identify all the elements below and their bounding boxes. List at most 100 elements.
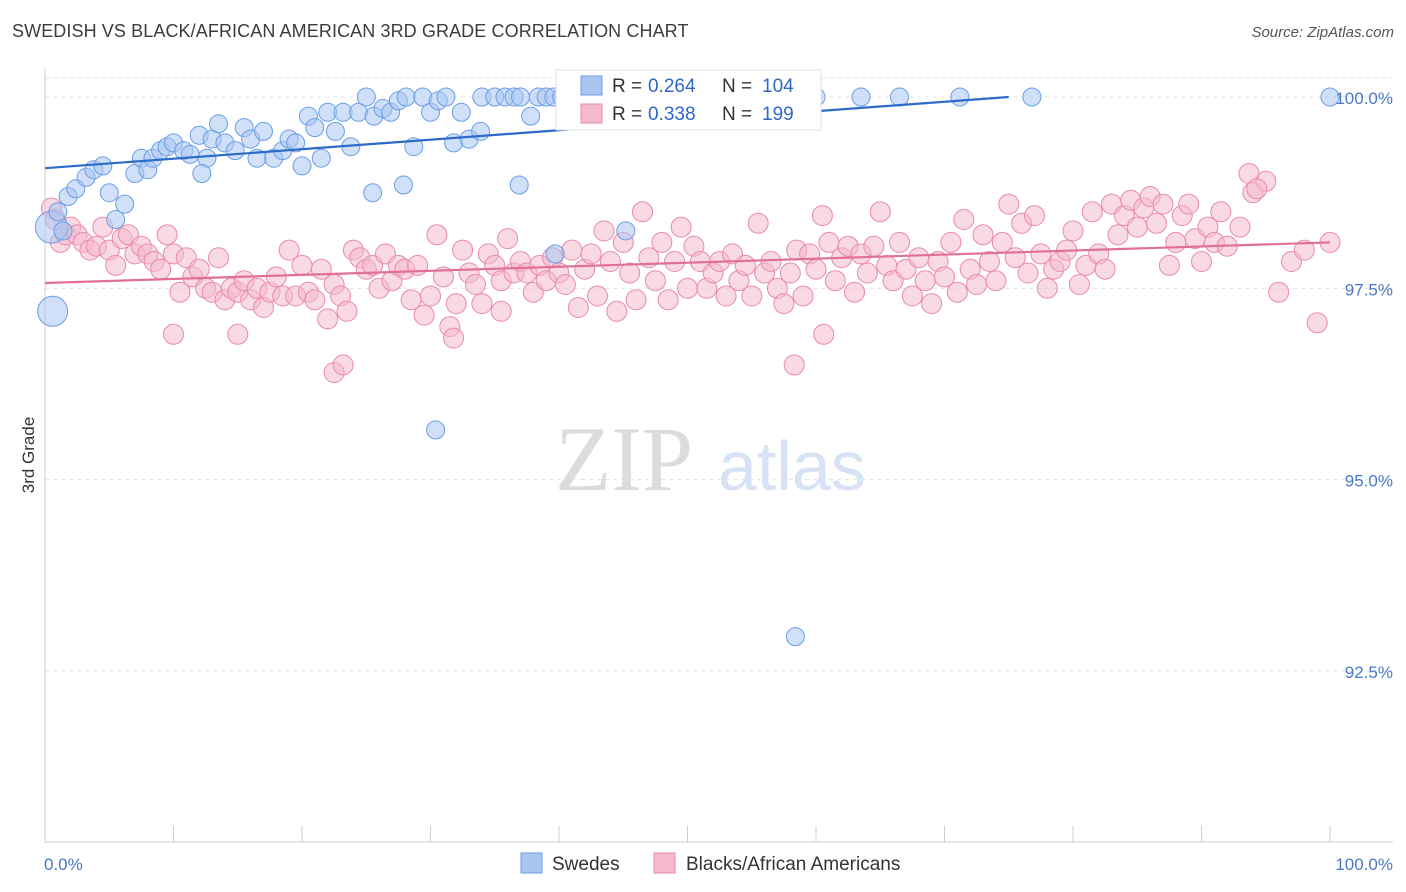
swedes-point: [1320, 87, 1340, 107]
blacks-point: [1146, 212, 1167, 234]
blacks-point: [921, 293, 943, 315]
bottom-legend-swatch-blacks: [653, 852, 676, 874]
blacks-points: [40, 163, 1341, 383]
blacks-point: [805, 258, 827, 280]
swedes-point: [545, 244, 565, 264]
blacks-point: [1165, 231, 1187, 253]
blacks-point: [889, 231, 910, 253]
x-ticks: [44, 826, 1331, 842]
stats-legend: R = 0.264 N = 104 R = 0.338 N = 199: [555, 69, 822, 131]
blacks-point: [1246, 178, 1268, 200]
blacks-point: [783, 354, 805, 376]
blacks-point: [856, 262, 878, 284]
blacks-point: [747, 212, 769, 234]
swedes-point: [521, 106, 541, 126]
blacks-point: [844, 281, 865, 303]
swedes-point: [93, 156, 113, 176]
blacks-point: [1178, 193, 1200, 215]
blacks-point: [291, 254, 313, 276]
blacks-point: [644, 270, 666, 292]
blacks-point: [998, 193, 1020, 215]
swedes-point: [785, 627, 805, 647]
blacks-point: [317, 308, 339, 330]
blacks-point: [443, 327, 465, 349]
swedes-point: [106, 210, 126, 229]
blacks-point: [1210, 201, 1232, 223]
swedes-point: [1022, 87, 1042, 107]
swedes-point: [436, 87, 456, 107]
blacks-point: [811, 205, 833, 227]
blacks-point: [908, 247, 930, 269]
blacks-point: [1126, 216, 1148, 238]
swedes-point: [356, 87, 376, 107]
blacks-point: [1152, 193, 1174, 215]
blacks-point: [741, 285, 763, 307]
blacks-point: [940, 231, 962, 253]
blacks-point: [452, 239, 474, 261]
blacks-point: [567, 297, 589, 318]
blacks-point: [413, 304, 435, 326]
blacks-point: [966, 274, 988, 295]
blacks-point: [445, 293, 467, 315]
blacks-point: [580, 243, 602, 265]
swedes-point: [950, 87, 970, 107]
swedes-point: [99, 183, 119, 203]
blacks-point: [490, 300, 512, 322]
swedes-point: [363, 183, 383, 203]
swedes-point: [254, 121, 273, 141]
axes: [44, 68, 1393, 843]
blacks-point: [497, 228, 519, 250]
swedes-point: [509, 175, 529, 195]
swedes-point: [394, 175, 413, 195]
blacks-point: [1158, 254, 1180, 276]
blacks-point: [420, 285, 441, 307]
blacks-point: [1094, 258, 1116, 280]
trend-lines: [44, 95, 1331, 285]
blacks-point: [1062, 220, 1084, 242]
swedes-point: [325, 121, 345, 141]
blacks-point: [606, 300, 628, 322]
swedes-point: [471, 121, 491, 141]
swedes-point: [286, 133, 306, 153]
blacks-point: [1293, 239, 1315, 261]
blacks-point: [208, 247, 229, 269]
y-tick-label: 95.0%: [1345, 472, 1393, 491]
y-tick-label: 92.5%: [1345, 663, 1393, 682]
blacks-point: [863, 235, 885, 257]
blacks-point: [426, 224, 448, 246]
blacks-point: [465, 274, 486, 295]
chart-title: SWEDISH VS BLACK/AFRICAN AMERICAN 3RD GR…: [12, 21, 689, 41]
swedes-point: [305, 118, 325, 138]
legend-r-label-swedes: R =: [612, 76, 642, 97]
x-tick-label-max: 100.0%: [1335, 855, 1393, 874]
swedes-point: [451, 102, 471, 122]
swedes-point: [292, 156, 312, 176]
source-credit: Source: ZipAtlas.com: [1251, 24, 1394, 41]
blacks-point: [471, 293, 493, 315]
blacks-point: [985, 270, 1007, 292]
swedes-point: [426, 420, 446, 440]
blacks-point: [587, 285, 608, 307]
legend-r-value-blacks: 0.338: [648, 104, 696, 125]
blacks-point: [934, 266, 955, 288]
blacks-point: [1107, 224, 1129, 246]
blacks-point: [914, 270, 936, 292]
blacks-point: [779, 262, 801, 284]
blacks-point: [278, 239, 300, 261]
blacks-point: [715, 285, 737, 307]
blacks-point: [632, 201, 653, 223]
blacks-point: [1268, 281, 1290, 303]
blacks-trend-line: [44, 241, 1331, 285]
blacks-point: [657, 289, 679, 311]
blacks-point: [156, 224, 178, 246]
y-axis-label: 3rd Grade: [19, 417, 38, 494]
blacks-point: [163, 323, 184, 345]
blacks-point: [651, 231, 673, 253]
blacks-point: [972, 224, 994, 246]
blacks-point: [824, 270, 846, 292]
bottom-legend-label-swedes: Swedes: [552, 854, 620, 875]
bottom-legend-label-blacks: Blacks/African Americans: [686, 854, 900, 875]
legend-swatch-blacks: [580, 103, 603, 124]
swedes-trend-line: [44, 95, 1009, 170]
